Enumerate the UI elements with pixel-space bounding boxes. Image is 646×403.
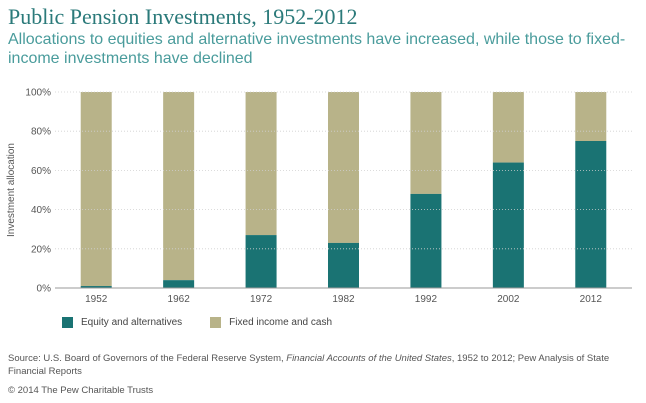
legend-item-fixed: Fixed income and cash [210, 317, 332, 328]
chart-title: Public Pension Investments, 1952-2012 [8, 4, 358, 29]
y-tick-label-0: 0% [37, 284, 52, 295]
legend: Equity and alternatives Fixed income and… [62, 317, 360, 328]
chart-subtitle: Allocations to equities and alternative … [8, 31, 626, 67]
source-rest: , 1952 to 2012; Pew Analysis of State Fi… [8, 353, 610, 377]
bar-fixed-income-1952 [80, 92, 112, 287]
y-tick-label-3: 60% [31, 166, 51, 177]
stacked-bar-chart: 1952 1962 1972 1982 1992 2002 2012 0% 20% 40% 60% 8… [6, 88, 632, 305]
legend-label-fixed: Fixed income and cash [229, 317, 333, 328]
source-note: Source: U.S. Board of Governors of the F… [8, 352, 638, 378]
legend-swatch-equity [62, 317, 73, 328]
source-label: Source: U.S. Board of Governors of the F… [8, 353, 287, 364]
bar-fixed-income-1992 [410, 92, 442, 194]
bar-equity-1952 [80, 286, 112, 288]
x-tick-label-1972: 1972 [250, 294, 273, 305]
x-tick-label-1992: 1992 [415, 294, 438, 305]
x-tick-label-2012: 2012 [580, 294, 603, 305]
bar-fixed-income-1982 [328, 92, 359, 243]
bar-fixed-income-1972 [245, 92, 277, 236]
legend-swatch-fixed [210, 317, 222, 328]
x-tick-label-1952: 1952 [85, 294, 108, 305]
source-publication: Financial Accounts of the United States [286, 353, 452, 364]
x-tick-label-1962: 1962 [168, 294, 191, 305]
legend-label-equity: Equity and alternatives [81, 317, 183, 328]
bar-equity-1972 [245, 235, 277, 288]
bar-fixed-income-2002 [492, 92, 524, 163]
bar-equity-1982 [328, 242, 359, 288]
x-tick-label-2002: 2002 [497, 294, 520, 305]
y-tick-label-4: 80% [31, 127, 51, 138]
bar-equity-2002 [492, 162, 524, 288]
y-axis-label: Investment allocation [6, 143, 17, 237]
bar-equity-2012 [575, 141, 607, 288]
bar-equity-1992 [410, 193, 442, 288]
legend-item-equity: Equity and alternatives [62, 317, 182, 328]
y-tick-label-5: 100% [25, 88, 51, 99]
bar-fixed-income-1962 [163, 92, 195, 281]
y-tick-label-2: 40% [31, 205, 51, 216]
bar-equity-1962 [163, 280, 195, 288]
bar-fixed-income-2012 [575, 92, 607, 141]
y-tick-label-1: 20% [31, 244, 51, 255]
x-tick-label-1982: 1982 [332, 294, 355, 305]
copyright: © 2014 The Pew Charitable Trusts [8, 385, 154, 396]
